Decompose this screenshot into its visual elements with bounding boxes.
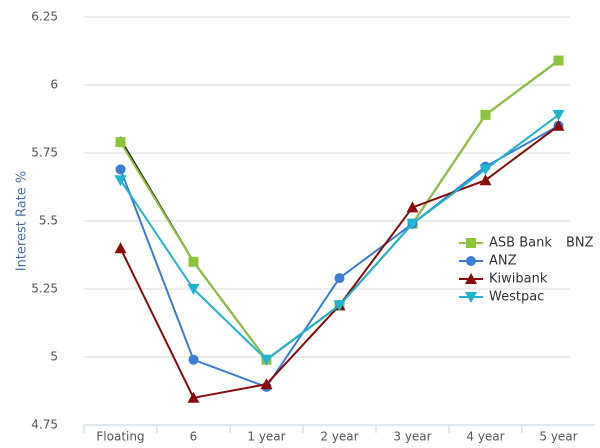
- point: [115, 137, 126, 148]
- y-tick-label: 6: [50, 78, 58, 92]
- point: [479, 174, 492, 186]
- series-line: [119, 59, 560, 362]
- x-tick-label: 6: [190, 430, 198, 444]
- x-tick-label: Floating: [96, 430, 144, 444]
- legend-marker: [466, 238, 476, 248]
- legend-label: BNZ: [566, 236, 594, 251]
- x-tick-label: 2 year: [320, 430, 358, 444]
- y-tick-label: 6.25: [31, 10, 58, 24]
- point: [553, 55, 564, 66]
- y-axis-label: Interest Rate %: [15, 171, 30, 272]
- y-tick-label: 5.25: [31, 282, 58, 296]
- point: [552, 119, 565, 131]
- point: [480, 109, 491, 120]
- y-tick-label: 5.75: [31, 146, 58, 160]
- point: [187, 284, 200, 295]
- legend-label: ASB Bank: [489, 236, 552, 251]
- legend-marker: [466, 256, 476, 266]
- y-tick-label: 5.5: [39, 214, 58, 228]
- point: [333, 300, 346, 312]
- point: [260, 378, 273, 390]
- legend-marker: [465, 292, 477, 303]
- series-line: [119, 59, 560, 362]
- point: [187, 391, 200, 403]
- x-tick-label: 5 year: [539, 430, 577, 444]
- x-tick-label: 3 year: [393, 430, 431, 444]
- x-tick-label: 1 year: [247, 430, 285, 444]
- point: [406, 201, 419, 213]
- point: [479, 164, 492, 176]
- point: [406, 218, 419, 230]
- legend-label: Kiwibank: [489, 272, 548, 287]
- point: [260, 354, 273, 366]
- point: [188, 256, 199, 267]
- legend-label: Westpac: [489, 290, 544, 305]
- point: [552, 109, 565, 121]
- y-tick-label: 4.75: [31, 418, 58, 432]
- point: [188, 354, 199, 365]
- legend-marker: [465, 273, 477, 284]
- x-tick-label: 4 year: [466, 430, 504, 444]
- point: [114, 242, 127, 254]
- point: [334, 273, 345, 284]
- point: [114, 175, 127, 187]
- point: [115, 164, 126, 175]
- legend-label: ANZ: [489, 254, 517, 269]
- y-tick-label: 5: [50, 350, 58, 364]
